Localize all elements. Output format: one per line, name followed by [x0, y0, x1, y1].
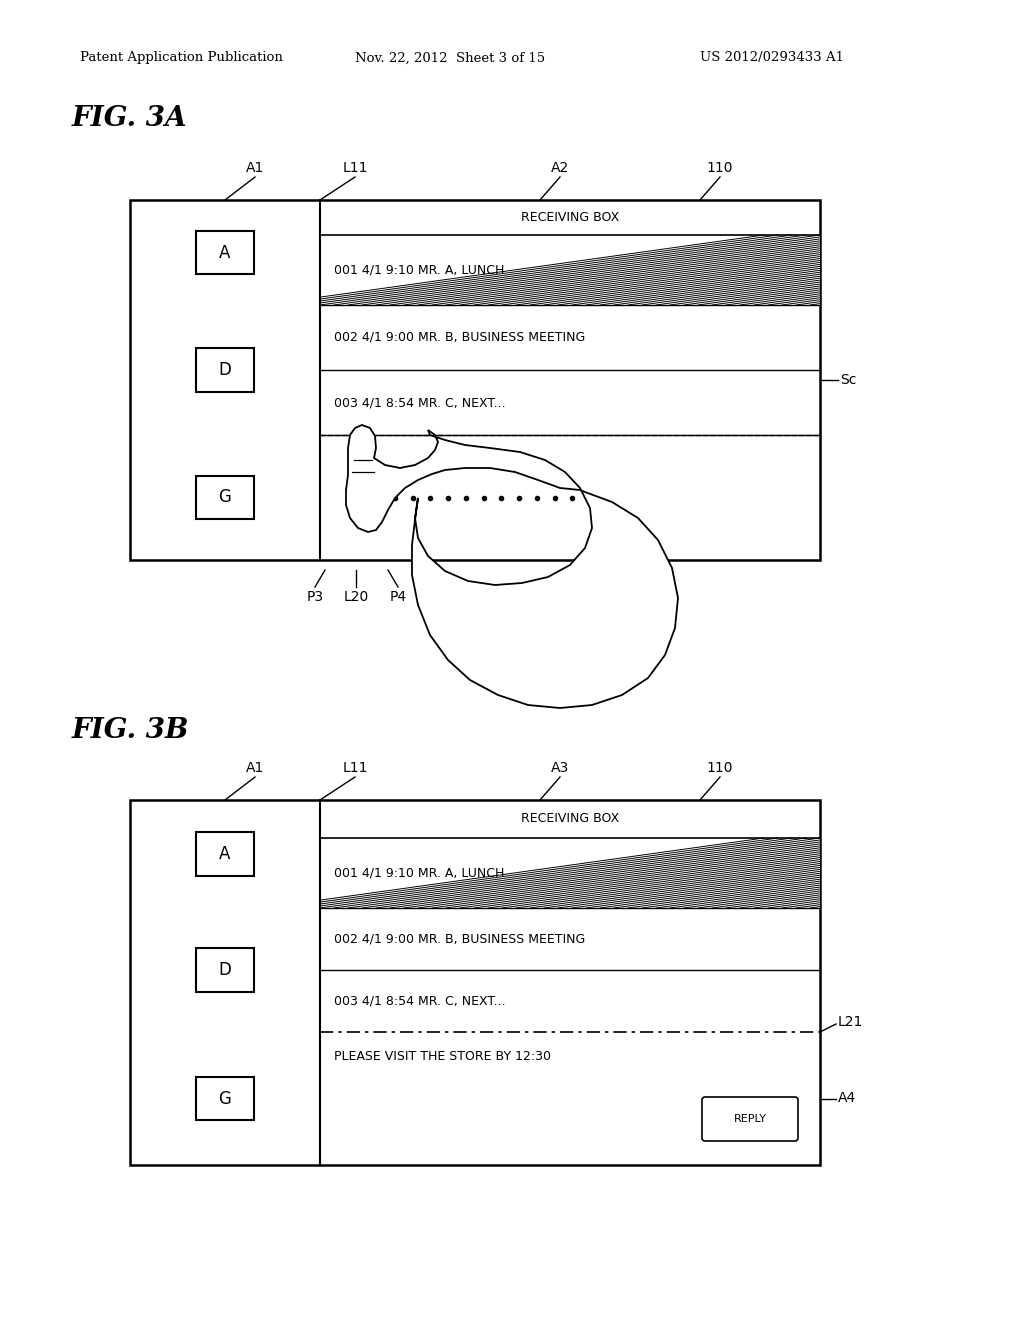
- Text: Patent Application Publication: Patent Application Publication: [80, 51, 283, 65]
- Text: PLEASE VISIT THE STORE BY 12:30: PLEASE VISIT THE STORE BY 12:30: [334, 1051, 551, 1064]
- Text: 003 4/1 8:54 MR. C, NEXT...: 003 4/1 8:54 MR. C, NEXT...: [334, 396, 506, 409]
- Text: L11: L11: [342, 762, 368, 775]
- Text: D: D: [218, 360, 231, 379]
- Polygon shape: [346, 425, 678, 708]
- Text: Nov. 22, 2012  Sheet 3 of 15: Nov. 22, 2012 Sheet 3 of 15: [355, 51, 545, 65]
- Text: 001 4/1 9:10 MR. A, LUNCH: 001 4/1 9:10 MR. A, LUNCH: [334, 264, 505, 276]
- Text: A2: A2: [551, 161, 569, 176]
- Text: L21: L21: [838, 1015, 863, 1030]
- Text: FIG. 3A: FIG. 3A: [72, 104, 187, 132]
- Text: 110: 110: [707, 161, 733, 176]
- Bar: [196, 231, 254, 275]
- Text: P4: P4: [389, 590, 407, 605]
- Text: A1: A1: [246, 762, 264, 775]
- Text: 002 4/1 9:00 MR. B, BUSINESS MEETING: 002 4/1 9:00 MR. B, BUSINESS MEETING: [334, 331, 586, 345]
- Text: A: A: [219, 845, 230, 863]
- Bar: [196, 348, 254, 392]
- Text: G: G: [218, 1089, 231, 1107]
- Text: A1: A1: [246, 161, 264, 176]
- Text: RECEIVING BOX: RECEIVING BOX: [521, 813, 620, 825]
- Text: 110: 110: [707, 762, 733, 775]
- Text: 002 4/1 9:00 MR. B, BUSINESS MEETING: 002 4/1 9:00 MR. B, BUSINESS MEETING: [334, 932, 586, 945]
- Text: A3: A3: [551, 762, 569, 775]
- Text: FIG. 3B: FIG. 3B: [72, 717, 189, 743]
- Text: L20: L20: [343, 590, 369, 605]
- Text: RECEIVING BOX: RECEIVING BOX: [521, 211, 620, 224]
- Bar: [130, 800, 820, 1166]
- Bar: [319, 235, 820, 305]
- Bar: [196, 1077, 254, 1121]
- Text: US 2012/0293433 A1: US 2012/0293433 A1: [700, 51, 844, 65]
- Text: A4: A4: [838, 1092, 856, 1106]
- Text: Sc: Sc: [840, 374, 856, 387]
- Bar: [196, 475, 254, 519]
- Bar: [196, 948, 254, 991]
- Bar: [130, 201, 820, 560]
- Text: REPLY: REPLY: [733, 1114, 767, 1125]
- Text: 001 4/1 9:10 MR. A, LUNCH: 001 4/1 9:10 MR. A, LUNCH: [334, 866, 505, 879]
- Text: P3: P3: [306, 590, 324, 605]
- Bar: [319, 838, 820, 908]
- Text: L11: L11: [342, 161, 368, 176]
- Text: A: A: [219, 243, 230, 261]
- Text: 003 4/1 8:54 MR. C, NEXT...: 003 4/1 8:54 MR. C, NEXT...: [334, 994, 506, 1007]
- Text: G: G: [218, 488, 231, 507]
- Bar: [196, 832, 254, 875]
- FancyBboxPatch shape: [702, 1097, 798, 1140]
- Text: D: D: [218, 961, 231, 979]
